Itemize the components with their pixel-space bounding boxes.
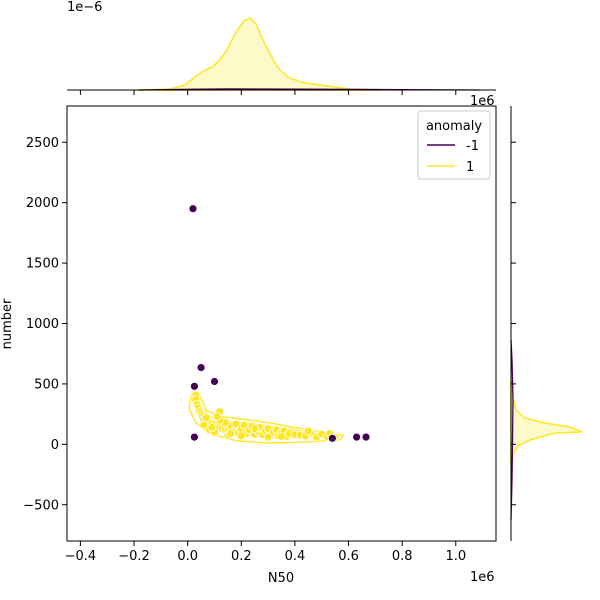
y-tick-label: 2000 <box>26 196 59 211</box>
y-tick-label: 500 <box>34 377 59 392</box>
y-tick-label: 1500 <box>26 257 59 272</box>
y-tick-label: −500 <box>23 498 59 513</box>
y-tick-label: 2500 <box>26 136 59 151</box>
scatter-point-class-neg1 <box>188 204 198 214</box>
scatter-point-class-1 <box>236 431 246 441</box>
legend-label-neg1: -1 <box>466 139 479 154</box>
scatter-point-class-1 <box>207 422 217 432</box>
legend: anomaly -1 1 <box>417 110 491 180</box>
top-marginal-kde <box>67 17 496 91</box>
scatter-point-class-1 <box>277 432 286 441</box>
scatter-point-class-1 <box>226 429 236 438</box>
top-kde-fill-class-1 <box>137 17 381 91</box>
scatter-point-class-neg1 <box>327 433 337 443</box>
x-tick-label: 1.0 <box>445 549 466 564</box>
scatter-point-class-neg1 <box>196 363 206 373</box>
scatter-point-class-neg1 <box>189 432 199 442</box>
right-kde-line-class-neg1 <box>510 339 514 521</box>
scatter-point-class-1 <box>303 426 313 436</box>
right-kde-fill-class-1 <box>510 379 583 467</box>
scatter-point-class-1 <box>212 412 222 421</box>
scatter-points <box>188 204 371 443</box>
scatter-point-class-1 <box>263 432 273 442</box>
legend-label-1: 1 <box>466 160 474 175</box>
x-tick-label: −0.2 <box>118 549 150 564</box>
x-tick-label: 0.6 <box>338 549 359 564</box>
x-tick-label: 0.2 <box>231 549 252 564</box>
y-tick-label: 1000 <box>26 317 59 332</box>
x-tick-label: 0.4 <box>285 549 306 564</box>
scatter-point-class-1 <box>199 420 209 430</box>
x-tick-label: −0.4 <box>65 549 97 564</box>
y-tick-label: 0 <box>51 438 59 453</box>
scatter-point-class-neg1 <box>189 381 199 391</box>
scatter-point-class-neg1 <box>210 377 219 386</box>
right-multiplier-label: 1e6 <box>470 94 495 109</box>
legend-title: anomaly <box>426 119 482 134</box>
x-multiplier-label: 1e6 <box>470 570 495 585</box>
scatter-point-class-1 <box>250 424 260 434</box>
y-axis-ticks: −500 0 500 1000 1500 2000 2500 <box>23 136 516 513</box>
y-axis-label: number <box>0 298 15 349</box>
x-tick-label: 0.0 <box>177 549 198 564</box>
right-marginal-kde <box>510 106 583 541</box>
top-multiplier-label: 1e−6 <box>67 0 102 15</box>
scatter-point-class-1 <box>201 413 211 423</box>
scatter-point-class-neg1 <box>352 432 362 442</box>
scatter-point-class-neg1 <box>361 432 371 442</box>
x-axis-label: N50 <box>268 571 294 586</box>
x-tick-label: 0.8 <box>392 549 413 564</box>
x-axis-ticks: −0.4 −0.2 0.0 0.2 0.4 0.6 0.8 1.0 <box>65 90 466 564</box>
